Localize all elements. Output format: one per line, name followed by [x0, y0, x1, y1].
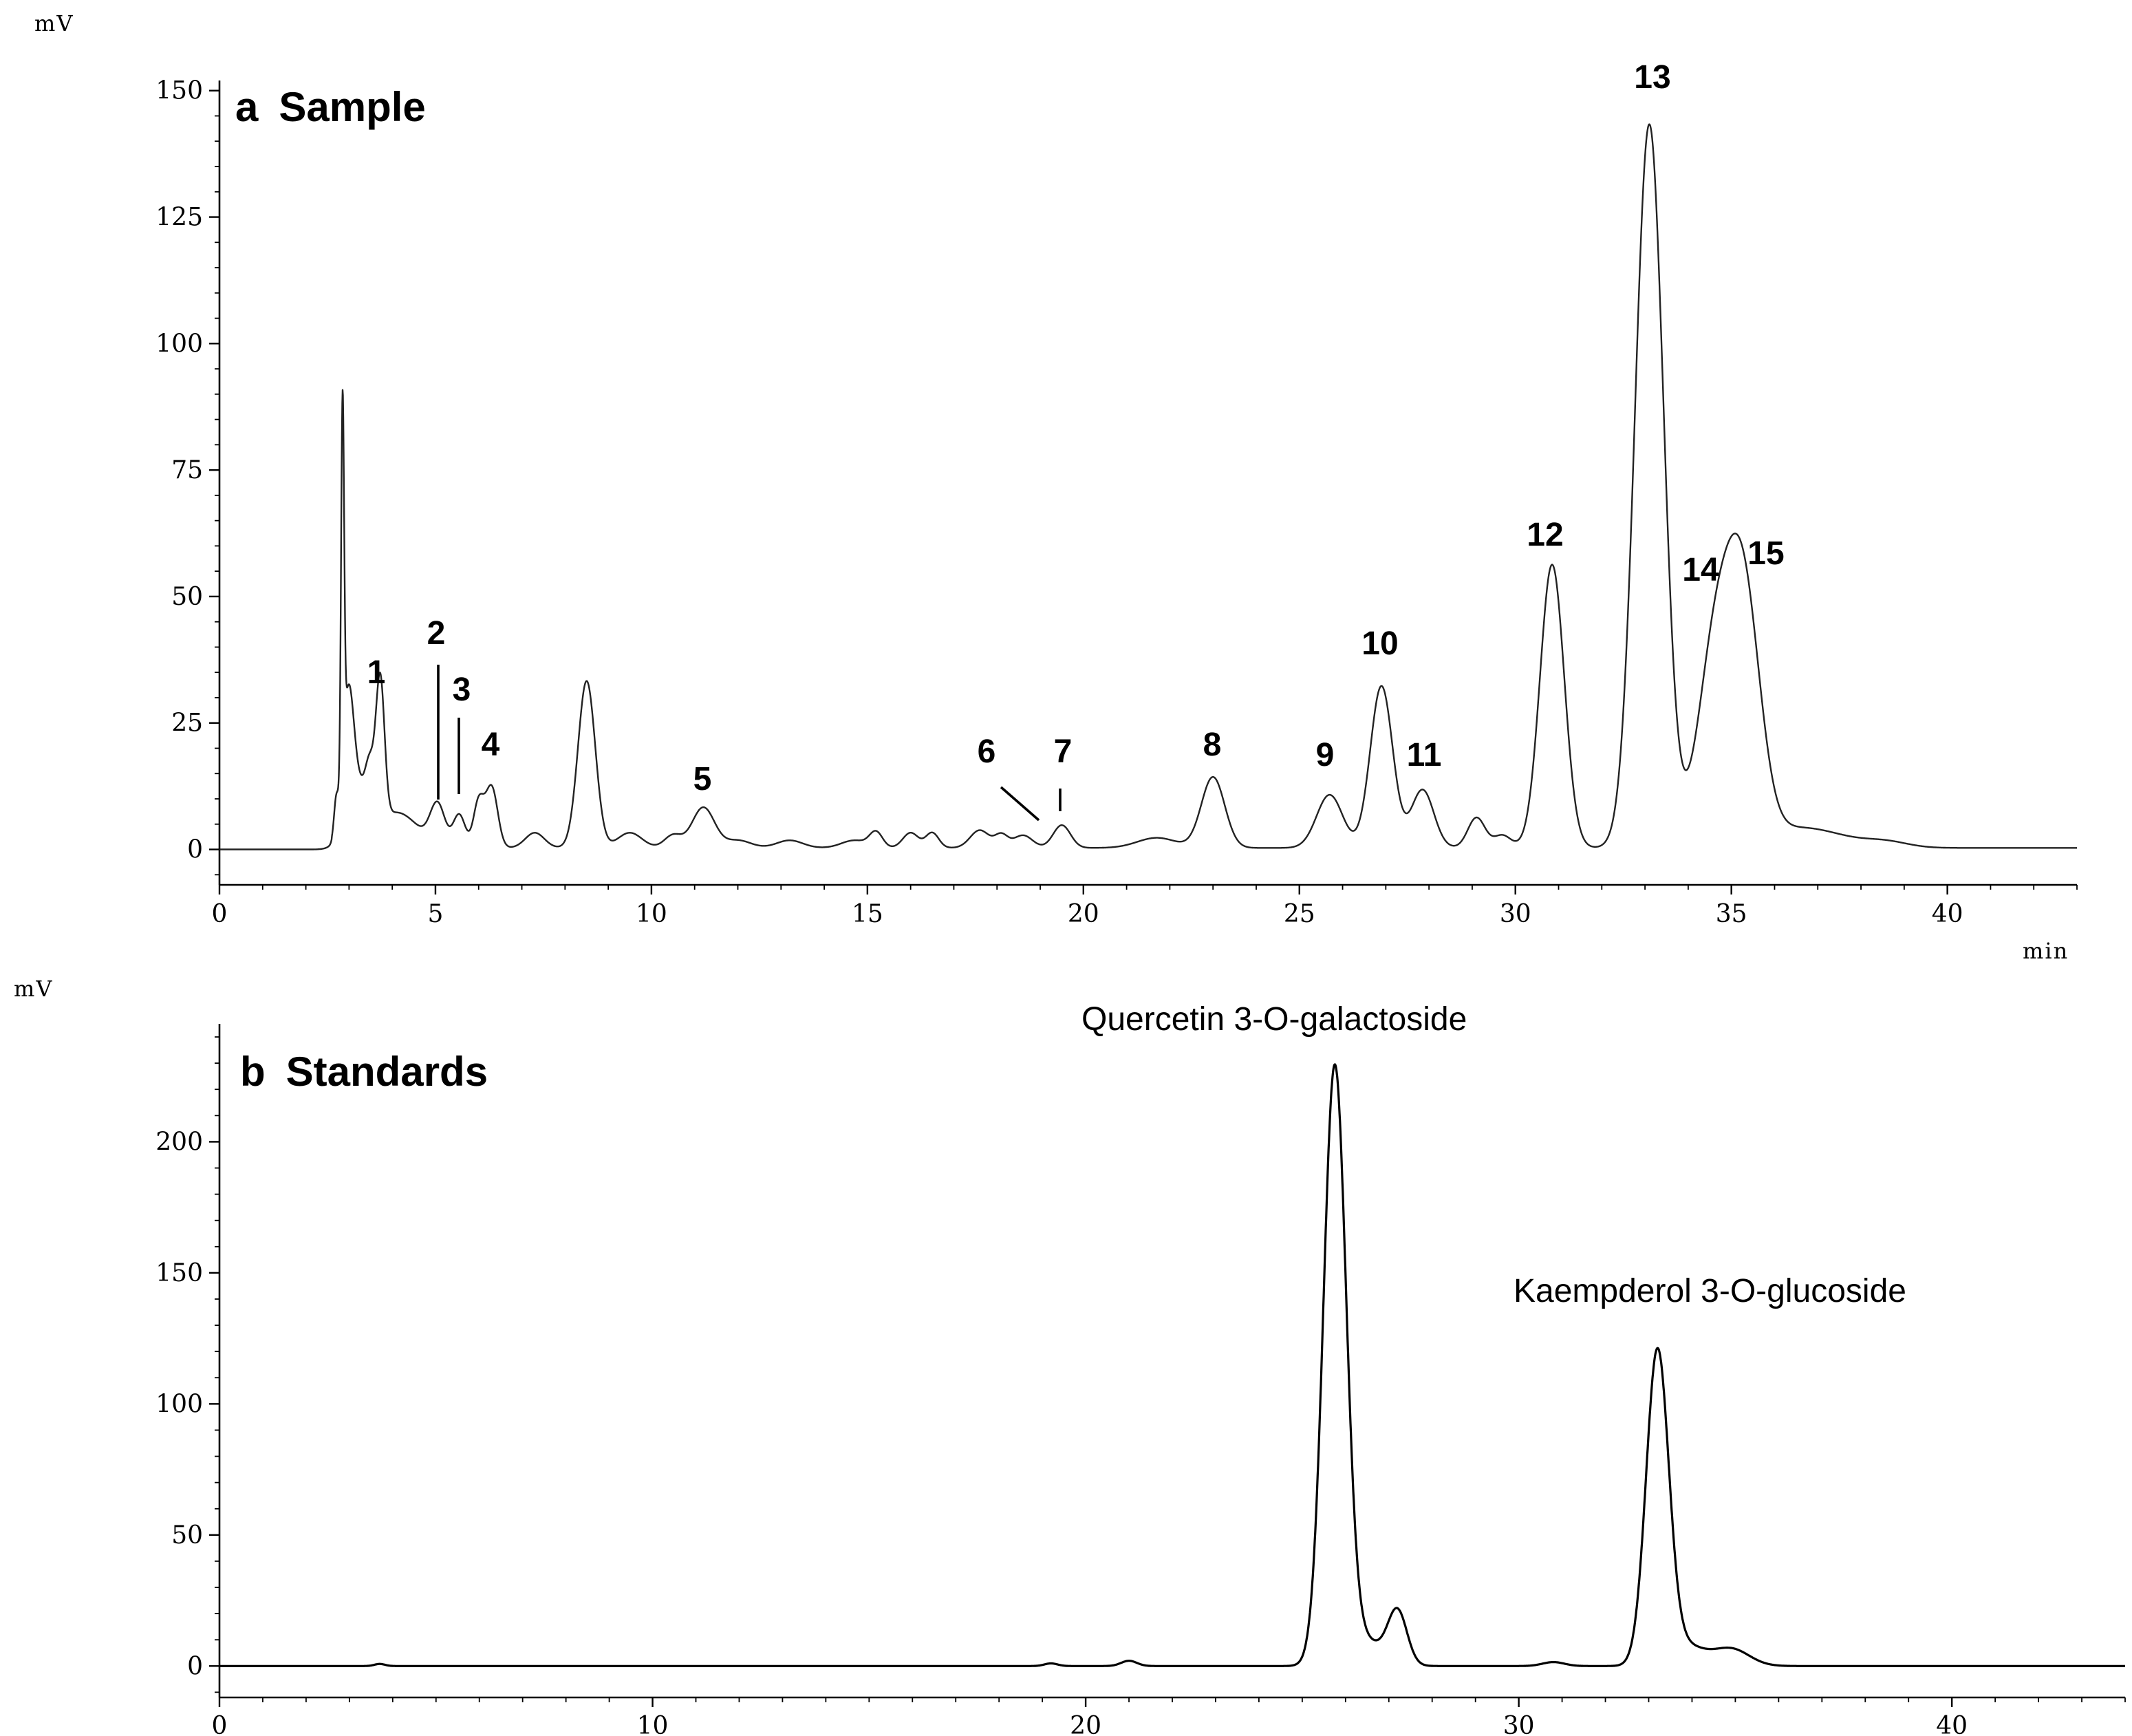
peak-label-2: 2 — [427, 615, 446, 652]
peak-label-1: 1 — [367, 654, 386, 691]
panel-a-x-tick-label: 15 — [852, 900, 883, 928]
panel-b-chromatogram-trace — [218, 1063, 2126, 1667]
panel-a-title-text: Sample — [279, 84, 425, 130]
panel-b-x-tick-label: 20 — [1070, 1712, 1101, 1736]
panel-a-chromatogram-trace — [219, 123, 2078, 850]
panel-a-y-tick-label: 100 — [155, 330, 203, 358]
peak-label-6: 6 — [978, 733, 996, 770]
panel-a-x-tick-label: 20 — [1068, 900, 1099, 928]
standard-label-quercetin: Quercetin 3-O-galactoside — [1081, 1001, 1467, 1038]
panel-b-title-text: Standards — [286, 1049, 488, 1095]
panel-a-x-tick-label: 0 — [212, 900, 228, 928]
peak-label-12: 12 — [1527, 517, 1563, 553]
peak-label-4: 4 — [482, 727, 500, 763]
panel-b-tick-labels: 0 10 20 30 40 0 50 100 150 200 — [155, 1128, 1968, 1736]
panel-b-y-tick-label: 50 — [171, 1521, 203, 1550]
peak-label-15: 15 — [1747, 535, 1784, 572]
panel-b-x-tick-label: 40 — [1936, 1712, 1968, 1736]
panel-b-ticks — [209, 1036, 2126, 1707]
peak-label-10: 10 — [1361, 625, 1398, 662]
panel-a-x-tick-label: 5 — [428, 900, 444, 928]
peak-label-5: 5 — [693, 761, 712, 797]
panel-b-x-tick-label: 10 — [637, 1712, 669, 1736]
panel-a-x-tick-label: 10 — [636, 900, 667, 928]
panel-a-y-tick-label: 50 — [171, 583, 203, 611]
panel-b-x-tick-label: 30 — [1503, 1712, 1535, 1736]
panel-a-x-tick-label: 30 — [1500, 900, 1531, 928]
panel-a-sample: mV min 0 5 10 15 20 25 30 35 400255075100125150 … — [34, 10, 2078, 964]
panel-b-title: b Standards — [240, 1049, 488, 1095]
panel-a-y-tick-label: 125 — [155, 204, 203, 232]
panel-b-standards: mV 0 10 20 30 40 0 50 100 150 200 b Standards Quer… — [14, 976, 2126, 1736]
panel-a-x-tick-label: 25 — [1284, 900, 1315, 928]
panel-a-y-tick-label: 75 — [171, 456, 203, 484]
peak-label-13: 13 — [1634, 59, 1670, 96]
panel-a-x-unit: min — [2023, 938, 2069, 964]
panel-b-x-tick-label: 0 — [212, 1712, 228, 1736]
panel-a-y-unit: mV — [34, 10, 74, 36]
peak-label-3: 3 — [453, 672, 471, 708]
panel-a-y-tick-label: 150 — [155, 77, 203, 105]
panel-a-y-tick-label: 25 — [171, 709, 203, 738]
panel-b-letter: b — [240, 1049, 266, 1095]
panel-a-letter: a — [235, 84, 259, 130]
panel-a-title: a Sample — [235, 84, 426, 130]
peak-label-11: 11 — [1407, 737, 1442, 773]
panel-b-y-tick-label: 200 — [155, 1128, 203, 1156]
peak-label-8: 8 — [1203, 727, 1222, 763]
panel-b-y-unit: mV — [14, 976, 53, 1002]
peak-label-9: 9 — [1316, 737, 1335, 773]
panel-b-y-tick-label: 150 — [155, 1259, 203, 1287]
panel-a-x-tick-label: 40 — [1932, 900, 1963, 928]
standard-label-kaempferol: Kaempderol 3-O-glucoside — [1514, 1273, 1906, 1309]
panel-b-y-tick-label: 100 — [155, 1390, 203, 1418]
panel-a-y-tick-label: 0 — [187, 836, 203, 864]
panel-b-y-tick-label: 0 — [187, 1652, 203, 1680]
peak-6-pointer — [1000, 786, 1040, 822]
panel-a-ticks — [209, 89, 2078, 894]
peak-label-7: 7 — [1054, 733, 1073, 770]
panel-a-x-tick-label: 35 — [1716, 900, 1747, 928]
peak-label-14: 14 — [1682, 552, 1719, 588]
